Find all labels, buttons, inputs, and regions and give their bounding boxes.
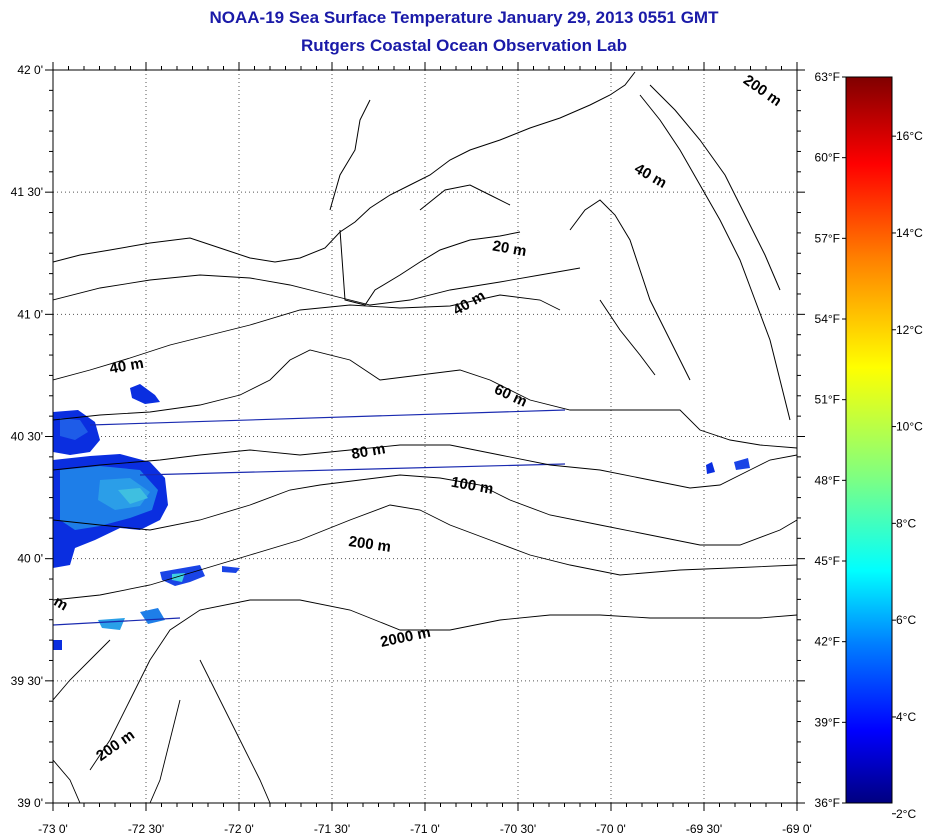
celsius-label: 8°C: [896, 516, 916, 530]
map-title: NOAA-19 Sea Surface Temperature January …: [209, 8, 719, 27]
swath-lines: [53, 409, 566, 626]
map-subtitle: Rutgers Coastal Ocean Observation Lab: [301, 36, 627, 55]
fahrenheit-label: 63°F: [815, 70, 840, 84]
lat-label: 39 0': [17, 796, 43, 810]
map-frame: [52, 69, 798, 804]
fahrenheit-label: 42°F: [815, 635, 840, 649]
lon-label: -71 0': [410, 822, 440, 836]
bathymetry-contours: [53, 267, 797, 803]
lon-label: -69 30': [686, 822, 722, 836]
contour-label: 200 m: [348, 533, 392, 556]
celsius-label: 16°C: [896, 129, 923, 143]
lon-label: -70 30': [500, 822, 536, 836]
fahrenheit-label: 54°F: [815, 312, 840, 326]
axis-labels: -73 0' -72 30' -72 0' -71 30' -71 0' -70 30' -…: [11, 63, 812, 836]
contour-label: 40 m: [108, 355, 145, 378]
celsius-label: 14°C: [896, 226, 923, 240]
contour-label: 100 m: [450, 474, 495, 498]
celsius-label: 12°C: [896, 323, 923, 337]
celsius-label: 4°C: [896, 710, 916, 724]
fahrenheit-label: 57°F: [815, 231, 840, 245]
lat-label: 42 0': [17, 63, 43, 77]
fahrenheit-label: 60°F: [815, 151, 840, 165]
colorbar: [845, 76, 893, 804]
celsius-label: 10°C: [896, 420, 923, 434]
celsius-label: 6°C: [896, 613, 916, 627]
lon-label: -72 0': [224, 822, 254, 836]
lon-label: -71 30': [314, 822, 350, 836]
contour-label: m: [51, 593, 71, 614]
fahrenheit-label: 48°F: [815, 473, 840, 487]
lat-label: 39 30': [11, 674, 43, 688]
contour-label: 40 m: [631, 160, 669, 192]
contour-label: 200 m: [93, 726, 138, 764]
celsius-label: 2°C: [896, 807, 916, 821]
lon-label: -72 30': [128, 822, 164, 836]
lon-label: -73 0': [38, 822, 68, 836]
lat-label: 41 30': [11, 185, 43, 199]
contour-label: 2000 m: [379, 624, 432, 651]
fahrenheit-label: 51°F: [815, 393, 840, 407]
lon-label: -70 0': [596, 822, 626, 836]
fahrenheit-label: 45°F: [815, 554, 840, 568]
coastline: [53, 71, 791, 421]
lat-label: 41 0': [17, 307, 43, 321]
contour-label: 80 m: [350, 440, 387, 463]
graticule: [45, 62, 805, 811]
lat-label: 40 0': [17, 552, 43, 566]
contour-label: 200 m: [740, 72, 785, 110]
contour-label: 60 m: [492, 381, 530, 411]
colorbar-labels: 63°F 60°F 57°F 54°F 51°F 48°F 45°F 42°F 39°F 36°F…: [815, 70, 924, 821]
fahrenheit-label: 36°F: [815, 796, 840, 810]
sst-pixels: [53, 384, 750, 650]
contour-label: 20 m: [491, 237, 528, 260]
lat-label: 40 30': [11, 430, 43, 444]
lon-label: -69 0': [782, 822, 812, 836]
fahrenheit-label: 39°F: [815, 715, 840, 729]
